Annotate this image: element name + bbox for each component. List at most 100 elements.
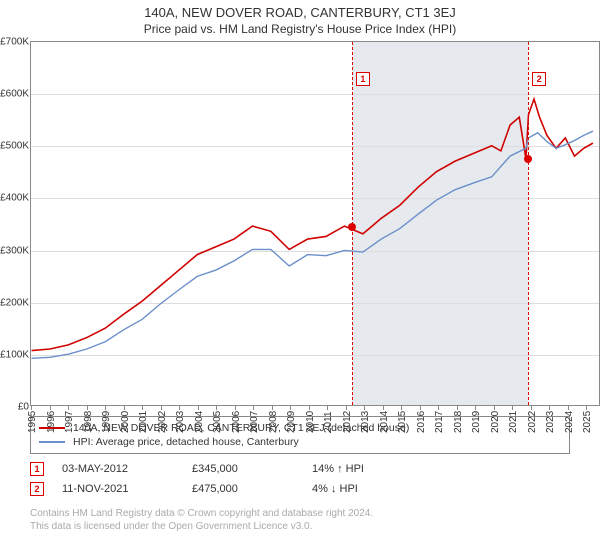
chart-plot-area: £0£100K£200K£300K£400K£500K£600K£700K 12… [30,41,600,406]
legend-label: HPI: Average price, detached house, Cant… [73,436,299,448]
x-tick-mark [327,405,328,410]
sale-date: 03-MAY-2012 [62,463,192,475]
y-tick-label: £300K [0,245,29,256]
y-tick-label: £200K [0,297,29,308]
x-tick-label: 2018 [453,411,464,433]
x-tick-mark [549,405,550,410]
y-tick-label: £700K [0,37,29,48]
x-tick-label: 2019 [471,411,482,433]
x-tick-label: 2007 [249,411,260,433]
x-tick-mark [494,405,495,410]
x-tick-label: 2021 [508,411,519,433]
x-tick-label: 2013 [360,411,371,433]
sale-delta: 4% ↓ HPI [312,483,358,495]
sale-dot [348,223,356,231]
x-tick-label: 2012 [342,411,353,433]
x-tick-label: 1997 [64,411,75,433]
sale-vline [528,42,529,405]
x-tick-mark [457,405,458,410]
x-tick-mark [401,405,402,410]
x-tick-label: 2017 [434,411,445,433]
sale-row: 1 03-MAY-2012£345,00014% ↑ HPI [30,459,570,479]
x-tick-mark [216,405,217,410]
sales-table: 1 03-MAY-2012£345,00014% ↑ HPI 2 11-NOV-202… [30,459,570,499]
x-tick-mark [161,405,162,410]
y-tick-label: £600K [0,89,29,100]
x-tick-mark [420,405,421,410]
y-tick-label: £400K [0,193,29,204]
series-property [32,99,593,351]
x-tick-mark [309,405,310,410]
sale-marker-box: 1 [356,72,370,86]
legend-item: 140A, NEW DOVER ROAD, CANTERBURY, CT1 3E… [39,421,561,435]
legend-item: HPI: Average price, detached house, Cant… [39,435,561,449]
x-tick-label: 2006 [231,411,242,433]
x-tick-mark [198,405,199,410]
sale-price: £475,000 [192,483,312,495]
x-tick-label: 2016 [416,411,427,433]
x-tick-mark [142,405,143,410]
chart-title: 140A, NEW DOVER ROAD, CANTERBURY, CT1 3E… [0,0,600,20]
x-tick-label: 2002 [157,411,168,433]
x-tick-label: 2001 [138,411,149,433]
x-tick-mark [124,405,125,410]
x-tick-mark [438,405,439,410]
x-tick-label: 2025 [582,411,593,433]
legend-swatch [39,441,65,443]
x-tick-label: 2015 [397,411,408,433]
sale-index-box: 2 [30,482,44,496]
series-hpi [32,131,593,358]
chart-subtitle: Price paid vs. HM Land Registry's House … [0,20,600,41]
sale-dot [524,155,532,163]
sale-index-box: 1 [30,462,44,476]
credits: Contains HM Land Registry data © Crown c… [30,507,570,533]
x-tick-mark [235,405,236,410]
x-tick-label: 2003 [175,411,186,433]
x-tick-mark [50,405,51,410]
x-tick-mark [586,405,587,410]
x-tick-mark [105,405,106,410]
x-tick-label: 2022 [527,411,538,433]
x-tick-label: 2023 [545,411,556,433]
x-tick-mark [568,405,569,410]
sale-date: 11-NOV-2021 [62,483,192,495]
x-tick-mark [290,405,291,410]
sale-row: 2 11-NOV-2021£475,0004% ↓ HPI [30,479,570,499]
x-tick-mark [364,405,365,410]
x-tick-mark [512,405,513,410]
line-plot [31,42,599,405]
x-tick-mark [346,405,347,410]
y-tick-label: £100K [0,349,29,360]
x-tick-label: 2011 [323,411,334,433]
x-tick-label: 1996 [46,411,57,433]
x-tick-mark [383,405,384,410]
x-tick-mark [253,405,254,410]
x-tick-label: 1998 [83,411,94,433]
credits-line2: This data is licensed under the Open Gov… [30,520,570,533]
x-tick-label: 2024 [564,411,575,433]
y-tick-label: £500K [0,141,29,152]
x-axis: 1995199619971998199920002001200220032004… [31,405,599,410]
credits-line1: Contains HM Land Registry data © Crown c… [30,507,570,520]
x-tick-label: 2008 [268,411,279,433]
x-tick-mark [475,405,476,410]
x-tick-mark [531,405,532,410]
x-tick-label: 2020 [490,411,501,433]
sale-price: £345,000 [192,463,312,475]
x-tick-label: 2010 [305,411,316,433]
x-tick-mark [31,405,32,410]
x-tick-mark [87,405,88,410]
x-tick-label: 2000 [120,411,131,433]
sale-delta: 14% ↑ HPI [312,463,364,475]
x-tick-label: 1995 [27,411,38,433]
x-tick-label: 1999 [101,411,112,433]
y-axis: £0£100K£200K£300K£400K£500K£600K£700K [1,42,31,405]
x-tick-mark [179,405,180,410]
chart-container: 140A, NEW DOVER ROAD, CANTERBURY, CT1 3E… [0,0,600,560]
x-tick-label: 2014 [379,411,390,433]
sale-marker-box: 2 [532,72,546,86]
x-tick-mark [272,405,273,410]
x-tick-label: 2009 [286,411,297,433]
x-tick-mark [68,405,69,410]
x-tick-label: 2004 [194,411,205,433]
